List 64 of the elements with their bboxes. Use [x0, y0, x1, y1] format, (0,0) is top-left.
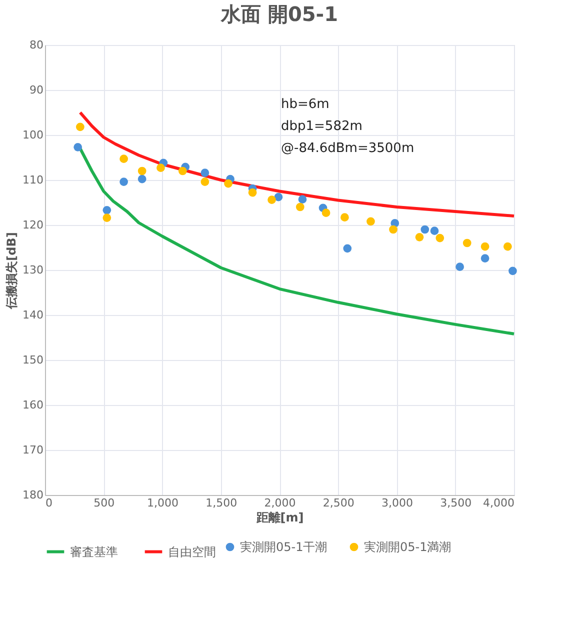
point [298, 195, 307, 204]
y-axis-title: 伝搬損失[dB] [4, 232, 19, 310]
y-tick-label: 140 [22, 308, 44, 322]
annotation: @-84.6dBm=3500m [281, 141, 414, 156]
point [322, 208, 330, 218]
x-tick-label: 500 [94, 496, 115, 510]
point [340, 213, 349, 222]
point [200, 168, 210, 177]
point [102, 214, 112, 222]
point [456, 262, 464, 272]
x-tick-label: 4,000 [483, 496, 514, 510]
point [178, 166, 187, 176]
point [102, 206, 112, 214]
y-tick-label: 180 [22, 488, 44, 502]
point [138, 174, 146, 184]
line-series [78, 111, 516, 218]
point [248, 188, 257, 197]
legend-label: 審査基準 [70, 544, 118, 559]
x-tick-label: 1,500 [206, 496, 238, 510]
x-tick-label: 1,000 [147, 496, 178, 510]
legend-label: 実測開05-1干潮 [240, 540, 328, 554]
annotation: hb=6m [281, 97, 330, 112]
x-tick-label: 3,500 [440, 496, 472, 510]
y-tick-label: 100 [22, 128, 44, 142]
y-tick-label: 130 [22, 264, 44, 276]
annotation: dbp1=582m [281, 119, 362, 134]
y-tick-label: 160 [22, 398, 44, 412]
point [430, 226, 439, 236]
x-tick-label: 0 [46, 496, 52, 510]
point [508, 266, 517, 276]
point [156, 164, 165, 172]
chart-title: 水面 開05-1 [220, 2, 338, 26]
point [200, 178, 210, 186]
x-axis-title: 距離[m] [255, 510, 304, 524]
y-tick-label: 90 [30, 84, 44, 96]
point [296, 202, 304, 212]
y-tick-label: 170 [22, 444, 44, 456]
point [74, 142, 82, 152]
point [462, 238, 472, 248]
x-tick-label: 2,500 [322, 496, 354, 510]
point [268, 196, 276, 204]
x-tick-label: 2,000 [264, 496, 296, 510]
point [480, 254, 490, 262]
y-tick-label: 80 [30, 38, 44, 52]
y-tick-label: 150 [22, 354, 44, 366]
point [436, 234, 444, 242]
legend-label: 自由空間 [168, 544, 216, 559]
point [343, 244, 352, 253]
point [274, 192, 283, 202]
y-tick-label: 120 [22, 218, 44, 232]
point [120, 154, 128, 164]
point [76, 122, 84, 132]
point [480, 242, 490, 251]
point [138, 166, 146, 176]
point [389, 225, 398, 234]
point [503, 242, 512, 251]
legend-label: 実測開05-1満潮 [364, 540, 452, 554]
point [224, 179, 232, 188]
point [420, 225, 430, 234]
point [415, 232, 424, 242]
y-tick-label: 110 [22, 174, 44, 186]
point [366, 217, 375, 226]
x-tick-label: 3,000 [382, 496, 413, 510]
point [120, 178, 128, 186]
